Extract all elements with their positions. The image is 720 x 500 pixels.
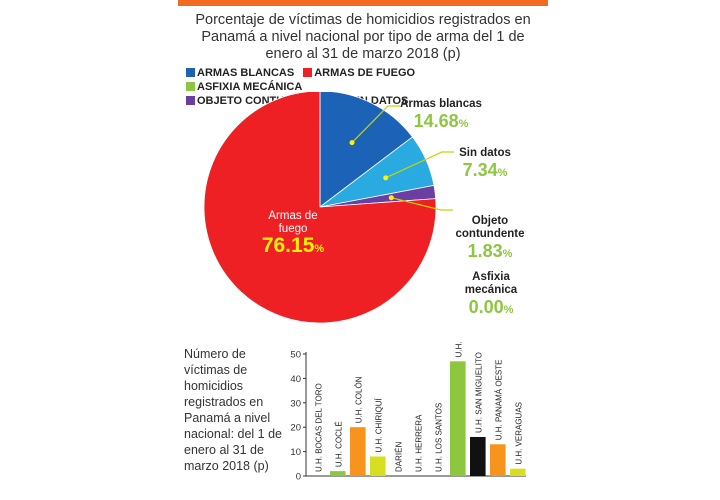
callout-value: 76.15: [261, 234, 315, 257]
pie-slice: [203, 92, 437, 324]
callout-label: Objeto contundente: [455, 215, 525, 240]
y-tick-label: 50: [290, 350, 301, 361]
bar: [490, 444, 506, 476]
callout-leader-line: [391, 197, 453, 211]
y-tick-label: 10: [290, 447, 301, 458]
y-tick-label: 0: [296, 472, 301, 483]
legend-item-asfixia: ASFIXIA MECÁNICA: [186, 80, 302, 94]
callout-value: 1.83: [467, 241, 503, 261]
callout-label: Armas de fuego: [268, 210, 318, 235]
bar-category-label: U.H. LOS SANTOS: [434, 403, 443, 472]
bar-category-label: U.H. HERRERA: [414, 414, 423, 472]
legend-swatch: [186, 96, 195, 105]
bar-category-label: U.H. BOCAS DEL TORO: [314, 383, 323, 472]
bar: [350, 427, 366, 476]
infographic-card: Porcentaje de víctimas de homicidios reg…: [178, 0, 548, 500]
bar-category-label: U.H. PANAMÁ: [454, 342, 463, 357]
bar-category-label: U.H. CHIRIQUÍ: [374, 397, 383, 452]
legend-label: ARMAS DE FUEGO: [314, 67, 416, 79]
callout-label: Asfixia mecánica: [464, 271, 518, 296]
legend-item-armas-blancas: ARMAS BLANCAS: [186, 66, 294, 80]
y-tick-label: 40: [290, 374, 301, 385]
bar-chart-caption: Número de víctimas de homicidios registr…: [184, 347, 282, 473]
bar-category-label: U.H. COLÓN: [354, 376, 363, 423]
bar: [330, 471, 346, 476]
callout-label: Armas blancas: [400, 98, 482, 110]
bar-category-label: U.H. COCLÉ: [334, 421, 343, 467]
top-accent-bar: [178, 0, 548, 6]
bar-chart: 0 10 20 30 40 50 U.H. BOCAS DEL TORO U.H. COCL…: [290, 342, 526, 483]
callout-leader-line: [385, 151, 454, 179]
callout-value: 7.34: [462, 160, 498, 180]
legend-label: ARMAS BLANCAS: [197, 67, 295, 79]
callout-armas-blancas: Armas blancas 14.68%: [396, 98, 486, 132]
y-tick-label: 20: [290, 423, 301, 434]
pie-chart-title: Porcentaje de víctimas de homicidios reg…: [195, 12, 531, 62]
callout-unit: %: [503, 304, 514, 316]
legend-swatch: [303, 68, 313, 77]
callout-unit: %: [314, 243, 325, 255]
callout-unit: %: [458, 118, 469, 130]
legend-swatch: [186, 82, 195, 91]
callout-objeto-contundente: Objeto contundente 1.83%: [448, 215, 532, 262]
bar-category-label: U.H. SAN MIGUELITO: [474, 352, 483, 433]
bar: [470, 436, 486, 476]
callout-leader-line: [351, 105, 400, 144]
callout-sin-datos: Sin datos 7.34%: [450, 147, 520, 181]
bar: [510, 468, 526, 476]
bar-category-label: U.H. PANAMÁ OESTE: [494, 360, 503, 441]
legend-swatch: [186, 68, 195, 77]
pie-chart: [203, 92, 454, 324]
bar-category-label: DARIÉN: [394, 442, 403, 472]
bar: [370, 456, 386, 476]
y-tick-label: 30: [290, 398, 301, 409]
bar: [450, 361, 466, 476]
callout-value: 0.00: [468, 297, 504, 317]
pie-legend: ARMAS BLANCAS ARMAS DE FUEGO ASFIXIA MEC…: [186, 66, 546, 108]
callout-value: 14.68: [413, 111, 459, 131]
callout-dot: [349, 140, 355, 146]
legend-label: ASFIXIA MECÁNICA: [197, 81, 303, 93]
callout-dot: [388, 195, 394, 201]
callout-asfixia: Asfixia mecánica 0.00%: [456, 271, 526, 318]
callout-unit: %: [497, 167, 508, 179]
callout-label: Sin datos: [459, 147, 511, 159]
callout-dot: [383, 175, 389, 181]
callout-armas-fuego: Armas de fuego 76.15%: [238, 210, 348, 257]
bar-category-label: U.H. VERAGUAS: [514, 402, 523, 465]
callout-unit: %: [502, 248, 513, 260]
legend-item-armas-fuego: ARMAS DE FUEGO: [303, 66, 415, 80]
pie-slice: [319, 92, 414, 208]
